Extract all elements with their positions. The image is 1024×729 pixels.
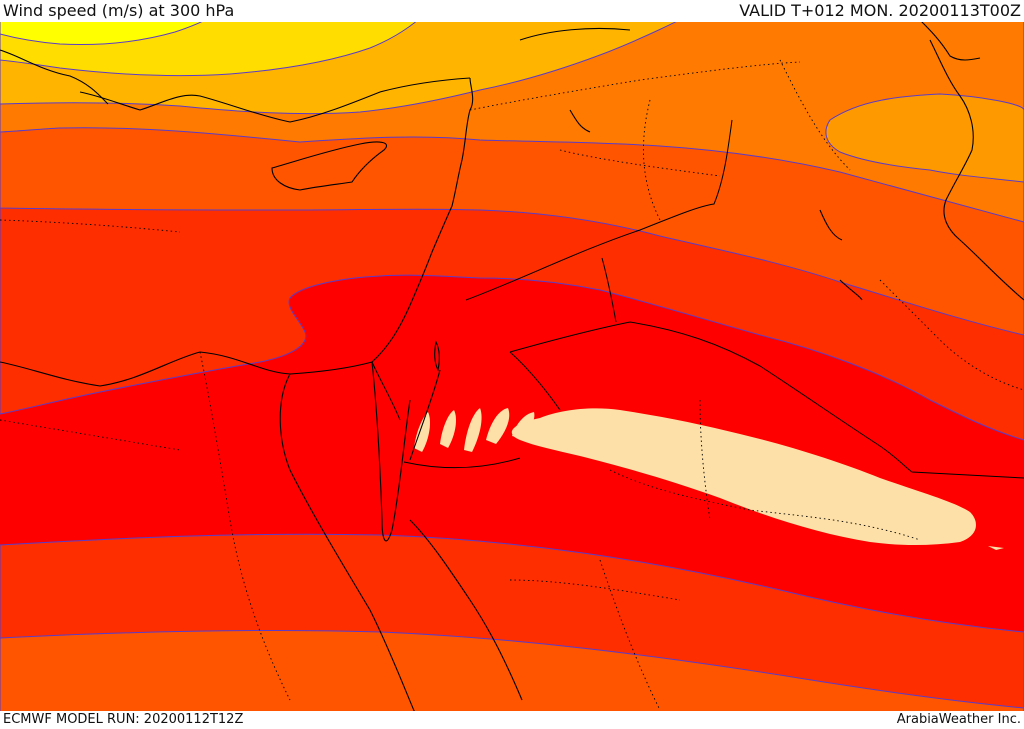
map-footer: ECMWF MODEL RUN: 20200112T12Z ArabiaWeat… — [0, 711, 1024, 729]
jet-core-wisp-4 — [486, 408, 510, 444]
map-title: Wind speed (m/s) at 300 hPa — [3, 1, 235, 20]
jet-core — [511, 408, 976, 545]
borders — [0, 59, 1024, 711]
jet-core-wisp-1 — [414, 412, 430, 452]
band-orange-red-south — [0, 629, 1024, 711]
credit: ArabiaWeather Inc. — [896, 712, 1021, 727]
map-header: Wind speed (m/s) at 300 hPa VALID T+012 … — [0, 0, 1024, 22]
solid-boundaries — [371, 119, 1024, 479]
coastlines — [0, 20, 1024, 711]
band-yellow — [0, 20, 207, 45]
jet-core-wisp-3 — [464, 408, 482, 452]
valid-time: VALID T+012 MON. 20200113T00Z — [739, 1, 1021, 20]
jet-core-wisp-2 — [440, 410, 456, 448]
jet-core-dot — [988, 546, 1004, 550]
model-run: ECMWF MODEL RUN: 20200112T12Z — [3, 712, 244, 727]
jet-core-wisp-5 — [512, 412, 535, 438]
wind-speed-map[interactable] — [0, 20, 1024, 711]
band-orange-light-east — [825, 93, 1024, 183]
